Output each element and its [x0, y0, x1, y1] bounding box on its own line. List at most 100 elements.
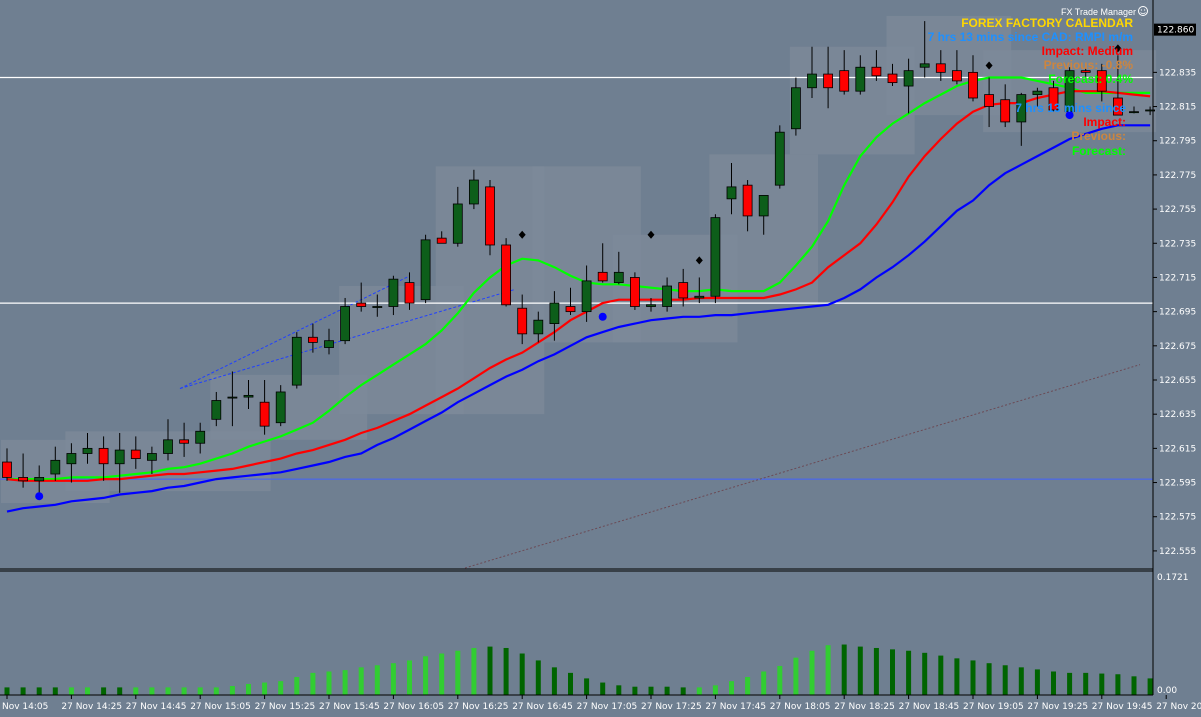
candle: [742, 180, 753, 232]
price-tick-label: 122.795: [1159, 137, 1196, 147]
histogram-bar: [36, 687, 42, 695]
histogram-bar: [1034, 669, 1040, 695]
histogram-bar: [68, 687, 74, 695]
candles[interactable]: [2, 21, 1155, 493]
event2-time: 7 hrs 13 mins since: [1015, 101, 1126, 115]
candle-body: [420, 239, 431, 301]
event-previous: Previous: -0.8%: [1044, 58, 1134, 72]
candle: [791, 77, 801, 136]
candle-body: [903, 70, 914, 87]
trade-manager-title: FX Trade Manager: [1061, 7, 1136, 17]
candle: [2, 448, 12, 481]
candle: [1016, 92, 1027, 146]
price-tick-label: 122.615: [1159, 444, 1196, 454]
histogram-bar: [1018, 667, 1024, 695]
candle: [485, 180, 495, 256]
candle: [662, 277, 672, 312]
candle-body: [195, 430, 206, 444]
histogram-bar: [439, 653, 445, 695]
histogram-bar: [407, 660, 412, 695]
histogram-bar: [1051, 671, 1056, 695]
current-price-label: 122.860: [1157, 26, 1194, 36]
overlay-panel: FX Trade Manager FOREX FACTORY CALENDAR …: [928, 6, 1148, 158]
candle-body: [549, 302, 560, 325]
price-tick-label: 122.775: [1159, 171, 1196, 181]
candle: [130, 436, 141, 469]
event-impact: Impact: Medium: [1042, 44, 1133, 58]
candle: [195, 422, 206, 454]
candle-body: [211, 400, 222, 420]
histogram-bar: [745, 677, 751, 695]
price-tick-label: 122.595: [1159, 479, 1196, 489]
candle: [388, 275, 399, 316]
price-tick-label: 122.835: [1159, 68, 1196, 78]
histogram-bar: [954, 658, 960, 695]
candle-body: [952, 70, 962, 82]
candle-body: [807, 73, 817, 89]
histogram-bar: [342, 670, 348, 695]
candle-body: [340, 306, 351, 342]
histogram-bar: [632, 686, 638, 695]
smiley-icon[interactable]: [1138, 6, 1148, 16]
signal-dot: [35, 492, 44, 501]
candle: [1113, 55, 1123, 116]
time-tick-label: 27 Nov 17:05: [577, 702, 638, 712]
candle-body: [517, 307, 528, 335]
histogram-bar: [519, 653, 525, 695]
current-price-tag: [1154, 23, 1196, 36]
candle: [1080, 67, 1091, 78]
candle: [324, 328, 334, 355]
histogram-bar: [262, 682, 268, 695]
time-axis[interactable]: Nov 14:05 27 Nov 14:25 27 Nov 14:45 27 Nov …: [2, 695, 1201, 712]
candle-body: [935, 63, 946, 73]
candle: [163, 419, 173, 461]
candle: [307, 323, 318, 353]
candle: [1096, 63, 1107, 102]
axes: [0, 0, 1154, 696]
histogram-bar: [229, 686, 235, 695]
candle-body: [726, 186, 737, 200]
candle-body: [1016, 94, 1027, 123]
candle: [211, 391, 222, 427]
histogram-bar: [4, 687, 10, 695]
histogram-bar: [616, 685, 622, 695]
candle: [774, 125, 785, 189]
candle: [855, 55, 866, 95]
time-tick-label: 27 Nov 17:45: [705, 702, 766, 712]
candle-body: [146, 453, 157, 461]
candle: [726, 162, 737, 215]
price-tick-label: 122.675: [1159, 342, 1196, 352]
dashed-channel-lower: [179, 288, 516, 390]
candle-body: [630, 277, 640, 307]
candle: [517, 294, 528, 345]
candle-body: [1096, 70, 1107, 92]
event-time: 7 hrs 13 mins since CAD: RMPI m/m: [928, 30, 1133, 44]
candle-body: [275, 391, 286, 424]
event2-previous: Previous:: [1071, 129, 1126, 143]
histogram-bar: [374, 665, 380, 695]
candle-body: [823, 73, 833, 89]
candle-body: [1145, 109, 1155, 112]
candle-body: [227, 396, 238, 399]
candle-body: [179, 439, 190, 444]
candle: [678, 268, 689, 307]
candle: [1129, 106, 1139, 114]
diamond-marker: [1114, 44, 1122, 53]
candle-body: [452, 203, 463, 244]
histogram-bar: [761, 671, 767, 695]
candle-body: [307, 336, 318, 343]
candle: [340, 297, 351, 345]
price-axis[interactable]: 122.555 122.575 122.595 122.615 122.635 122.6…: [1153, 23, 1196, 696]
histogram-bar: [197, 687, 203, 695]
time-tick-label: 27 Nov 14:45: [126, 702, 187, 712]
candle-body: [710, 217, 721, 297]
candle-body: [243, 394, 254, 398]
time-tick-label: 27 Nov 19:25: [1027, 702, 1088, 712]
histogram-bar: [696, 687, 702, 695]
candle: [179, 422, 190, 457]
price-tick-label: 122.655: [1159, 376, 1196, 386]
candle-body: [388, 278, 399, 307]
candle: [597, 243, 608, 283]
diamond-marker: [985, 61, 993, 70]
